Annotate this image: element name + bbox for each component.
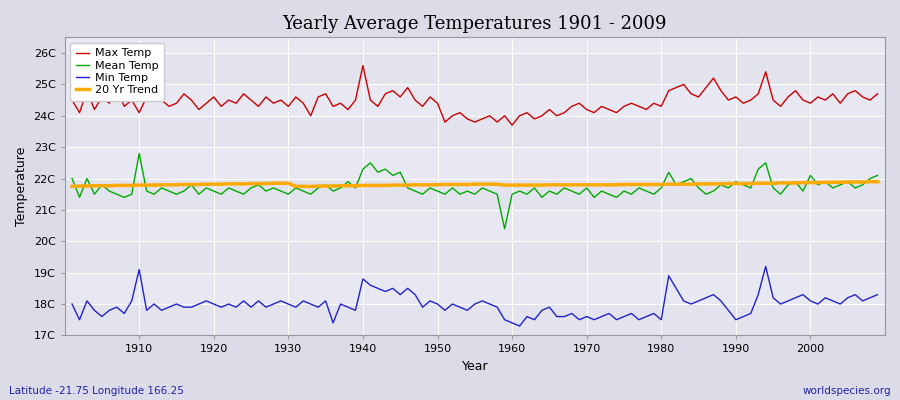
20 Yr Trend <box>872 179 883 184</box>
Max Temp <box>335 101 346 106</box>
Mean Temp <box>343 179 354 184</box>
Max Temp <box>357 63 368 68</box>
Bar <box>65 53 885 84</box>
Mean Temp <box>522 192 533 197</box>
Line: Min Temp: Min Temp <box>72 266 878 326</box>
20 Yr Trend <box>865 179 876 184</box>
Mean Temp <box>298 189 309 194</box>
Line: Max Temp: Max Temp <box>72 66 878 125</box>
Mean Temp <box>134 151 145 156</box>
20 Yr Trend <box>596 182 607 187</box>
Text: worldspecies.org: worldspecies.org <box>803 386 891 396</box>
Title: Yearly Average Temperatures 1901 - 2009: Yearly Average Temperatures 1901 - 2009 <box>283 15 667 33</box>
Bar <box>65 147 885 178</box>
20 Yr Trend <box>507 183 517 188</box>
Bar <box>65 210 885 241</box>
Bar <box>65 304 885 336</box>
Mean Temp <box>67 176 77 181</box>
Mean Temp <box>872 173 883 178</box>
Min Temp <box>604 311 615 316</box>
Max Temp <box>126 98 137 102</box>
Max Temp <box>514 113 525 118</box>
Bar <box>65 178 885 210</box>
Bar <box>65 241 885 273</box>
Mean Temp <box>500 226 510 231</box>
Legend: Max Temp, Mean Temp, Min Temp, 20 Yr Trend: Max Temp, Mean Temp, Min Temp, 20 Yr Tre… <box>70 43 164 101</box>
Max Temp <box>291 94 302 99</box>
Y-axis label: Temperature: Temperature <box>15 147 28 226</box>
20 Yr Trend <box>291 184 302 189</box>
Max Temp <box>611 110 622 115</box>
Max Temp <box>522 110 533 115</box>
Mean Temp <box>126 192 137 197</box>
20 Yr Trend <box>126 183 137 188</box>
Min Temp <box>335 302 346 306</box>
20 Yr Trend <box>500 183 510 188</box>
Max Temp <box>507 123 517 128</box>
Bar <box>65 273 885 304</box>
Max Temp <box>872 92 883 96</box>
Min Temp <box>760 264 771 269</box>
Bar <box>65 116 885 147</box>
Min Temp <box>872 292 883 297</box>
Text: Latitude -21.75 Longitude 166.25: Latitude -21.75 Longitude 166.25 <box>9 386 184 396</box>
Min Temp <box>291 305 302 310</box>
Line: 20 Yr Trend: 20 Yr Trend <box>72 182 878 186</box>
Min Temp <box>500 317 510 322</box>
Line: Mean Temp: Mean Temp <box>72 154 878 229</box>
Bar <box>65 84 885 116</box>
Max Temp <box>67 98 77 102</box>
Mean Temp <box>514 189 525 194</box>
Min Temp <box>67 302 77 306</box>
20 Yr Trend <box>335 183 346 188</box>
Min Temp <box>514 324 525 328</box>
Mean Temp <box>611 195 622 200</box>
X-axis label: Year: Year <box>462 360 488 373</box>
Min Temp <box>126 298 137 303</box>
Min Temp <box>507 320 517 325</box>
20 Yr Trend <box>67 184 77 189</box>
